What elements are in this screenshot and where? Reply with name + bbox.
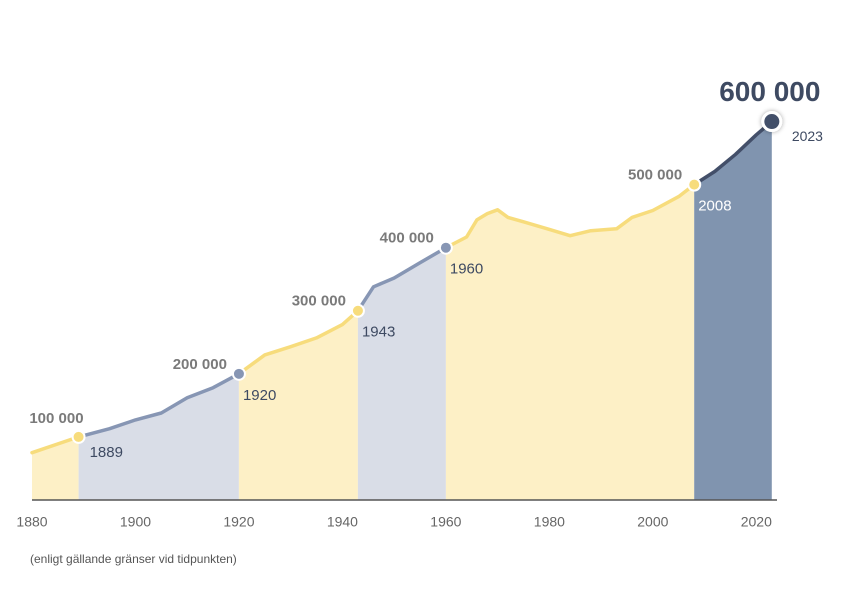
area-segment [694, 121, 772, 500]
x-tick-label: 1900 [120, 514, 151, 530]
x-tick-label: 2000 [637, 514, 668, 530]
line-segment [692, 119, 774, 187]
line-segment [444, 182, 696, 250]
milestone-year-label: 1943 [362, 324, 395, 341]
milestone-year-label: 1960 [450, 261, 483, 278]
milestone-value-label: 400 000 [380, 230, 434, 247]
area-segment [78, 373, 239, 500]
area-segment [32, 436, 79, 500]
line-segment [30, 435, 81, 455]
note: (enligt gällande gränser vid tidpunkten) [30, 552, 237, 566]
x-tick-label: 2020 [741, 514, 772, 530]
milestone-year-label: 2008 [698, 198, 731, 215]
milestone-value-label: 300 000 [292, 293, 346, 310]
x-tick-label: 1960 [430, 514, 461, 530]
milestone-dot [761, 111, 783, 133]
x-tick-label: 1980 [534, 514, 565, 530]
x-tick-label: 1880 [16, 514, 47, 530]
milestone-year-label: 2023 [792, 128, 823, 144]
milestone-value-label: 600 000 [719, 76, 820, 107]
milestone-dot [231, 366, 246, 381]
milestone-value-label: 200 000 [173, 356, 227, 373]
milestone-value-label: 500 000 [628, 167, 682, 184]
line-segment [356, 245, 448, 313]
milestone-dot [350, 303, 365, 318]
area-segment [445, 184, 695, 500]
line-segment [76, 372, 241, 439]
x-tick-label: 1920 [223, 514, 254, 530]
x-tick-label: 1940 [327, 514, 358, 530]
area-segment [238, 310, 358, 500]
milestone-year-label: 1889 [90, 444, 123, 461]
milestone-dot [687, 177, 702, 192]
line-segment [237, 309, 360, 376]
milestone-dot [71, 429, 86, 444]
area-segment [357, 247, 446, 500]
milestone-value-label: 100 000 [29, 410, 83, 427]
milestone-year-label: 1920 [243, 387, 276, 404]
milestone-dot [438, 240, 453, 255]
